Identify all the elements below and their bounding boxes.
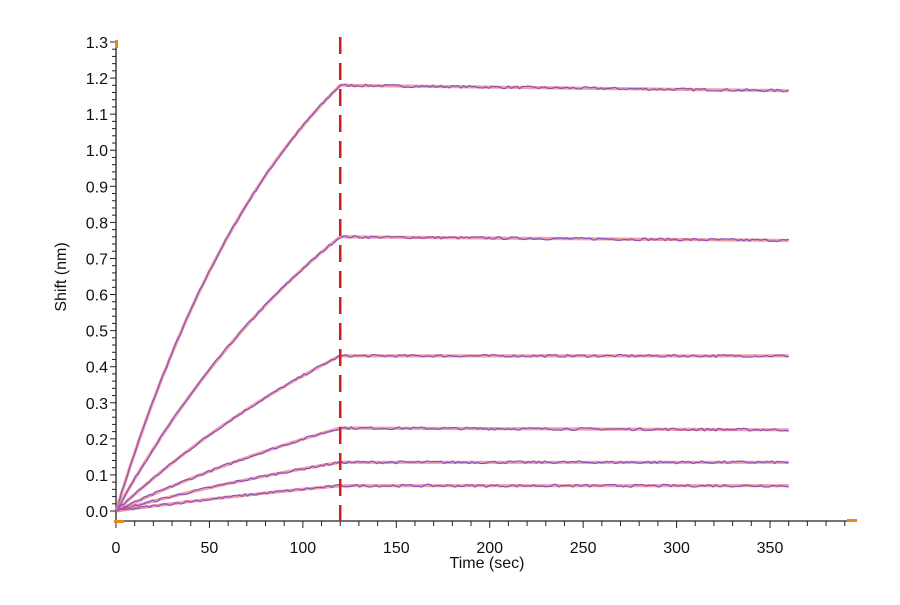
y-tick-label: 0.8 <box>86 215 108 232</box>
x-axis-end-marker <box>847 519 857 522</box>
data-overlay-curve-1 <box>115 83 789 512</box>
y-tick-label: 0.7 <box>86 251 108 268</box>
x-tick-label: 0 <box>112 540 121 557</box>
data-overlay-curve-5 <box>115 460 789 512</box>
x-axis: 0 50 100 150 200 250 300 350 <box>112 519 857 557</box>
y-tick-label: 0.2 <box>86 432 108 449</box>
x-tick-label: 250 <box>570 540 597 557</box>
x-tick-label: 200 <box>476 540 503 557</box>
fit-line-curve-1 <box>114 83 789 512</box>
x-axis-label: Time (sec) <box>450 555 525 572</box>
y-tick-label: 1.3 <box>86 35 108 52</box>
x-tick-label: 150 <box>383 540 410 557</box>
y-tick-label: 0.3 <box>86 396 108 413</box>
x-tick-label: 50 <box>201 540 219 557</box>
y-tick-label: 1.2 <box>86 71 108 88</box>
origin-marker <box>114 520 124 523</box>
x-tick-label: 300 <box>663 540 690 557</box>
y-tick-label: 0.0 <box>86 504 108 521</box>
y-tick-label: 0.1 <box>86 468 108 485</box>
x-tick-label: 350 <box>757 540 784 557</box>
x-tick-label: 100 <box>290 540 317 557</box>
y-axis: 0.0 0.1 0.2 0.3 0.4 0.5 0.6 0.7 0.8 0.9 1.0 1.1 1.2 1… <box>86 35 118 521</box>
curves <box>114 83 789 513</box>
data-overlay-curve-4 <box>115 426 789 512</box>
fit-line-curve-5 <box>115 460 789 513</box>
y-tick-label: 0.6 <box>86 288 108 305</box>
y-tick-label: 1.0 <box>86 143 108 160</box>
data-overlay-curve-2 <box>115 235 789 512</box>
y-tick-label: 0.4 <box>86 360 108 377</box>
y-tick-label: 0.5 <box>86 324 108 341</box>
y-tick-label: 1.1 <box>86 107 108 124</box>
y-axis-label: Shift (nm) <box>53 242 70 311</box>
data-overlay-curve-3 <box>115 353 789 512</box>
data-overlay-curve-6 <box>115 483 789 512</box>
y-axis-end-marker <box>115 40 118 48</box>
data-line-curve-1 <box>115 83 789 512</box>
fit-line-curve-3 <box>114 354 789 513</box>
y-tick-label: 0.9 <box>86 179 108 196</box>
